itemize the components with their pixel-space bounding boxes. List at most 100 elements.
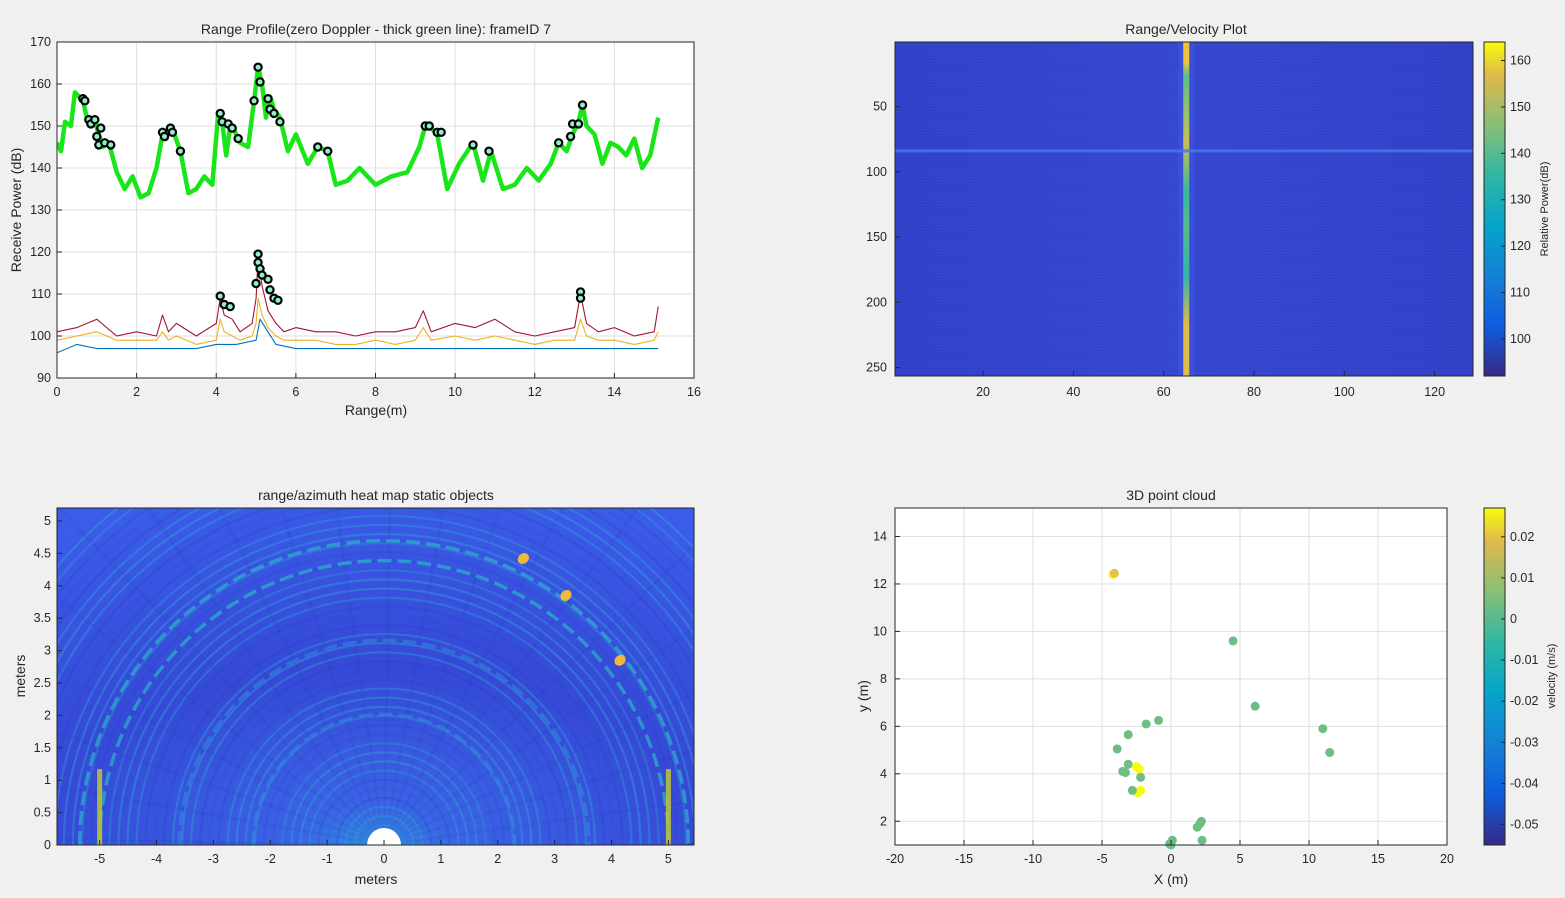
range-azimuth-xtick: 2 — [494, 852, 501, 866]
range-azimuth-hotspot — [97, 769, 103, 845]
zero-velocity-column — [1183, 42, 1190, 376]
point-cloud-colorbar-tick: 0.01 — [1510, 571, 1534, 585]
range-velocity-xtick: 80 — [1247, 385, 1261, 399]
point-cloud-ytick: 2 — [880, 814, 887, 828]
detected-point-marker — [269, 108, 279, 119]
range-azimuth-xlabel: meters — [355, 871, 398, 887]
point-cloud-colorbar-tick: -0.04 — [1510, 776, 1539, 790]
point-cloud-point — [1250, 701, 1260, 711]
point-cloud-colorbar-tick: -0.05 — [1510, 817, 1539, 831]
range-velocity-title: Range/Velocity Plot — [1125, 21, 1247, 37]
detected-point-marker — [565, 131, 576, 142]
range-velocity-xtick: 120 — [1424, 385, 1445, 399]
range-azimuth-xtick: 3 — [551, 852, 558, 866]
azimuth-spoke — [382, 543, 694, 845]
azimuth-spoke — [279, 508, 386, 845]
range-bin-arc — [199, 660, 569, 845]
point-cloud-point — [1154, 715, 1164, 725]
point-cloud-colorbar-label: velocity (m/s) — [1546, 644, 1558, 709]
azimuth-spoke — [382, 508, 640, 845]
detected-point-marker — [275, 117, 285, 127]
detected-point-marker — [265, 285, 275, 295]
detected-point-marker — [253, 62, 263, 72]
range-bin-arc — [57, 508, 694, 732]
azimuth-spoke — [382, 508, 502, 845]
range-velocity-colorbar-tick: 150 — [1510, 100, 1531, 114]
range-profile-ticks: 0 2 4 6 8 10 12 14 16 90 100 110 120 130 140 150 160 170 — [30, 35, 701, 399]
range-velocity-colorbar-ticks: 100 110 120 130 140 150 160 — [1501, 54, 1531, 346]
range-azimuth-bright-ring — [177, 638, 591, 845]
detected-point-marker — [468, 140, 478, 150]
highlight-range-row — [895, 149, 1473, 153]
range-profile-line-doppler-max — [57, 255, 659, 337]
range-azimuth-title: range/azimuth heat map static objects — [258, 487, 494, 503]
detected-point-marker — [257, 270, 267, 280]
range-bin-arc — [272, 732, 497, 845]
range-bin-arc — [153, 614, 615, 845]
range-azimuth-axes-box — [56, 507, 695, 846]
range-profile-xtick: 6 — [292, 385, 299, 399]
range-bin-arc — [135, 596, 633, 845]
point-cloud-xtick: 5 — [1237, 852, 1244, 866]
detected-point-marker — [92, 131, 102, 142]
detected-point-marker — [215, 108, 225, 119]
azimuth-spoke — [383, 692, 694, 845]
range-profile-panel: Range Profile(zero Doppler - thick green… — [8, 21, 701, 418]
range-bin-arc — [90, 551, 679, 845]
range-bin-arc — [62, 523, 694, 845]
point-cloud-ytick: 10 — [873, 624, 887, 638]
detected-point-marker — [233, 133, 243, 144]
point-cloud-xtick: 10 — [1302, 852, 1316, 866]
range-azimuth-ytick: 0 — [44, 838, 51, 852]
azimuth-spoke — [57, 785, 385, 845]
range-azimuth-ytick: 5 — [44, 514, 51, 528]
detected-point-marker — [159, 131, 170, 142]
detected-point-marker — [573, 119, 584, 129]
point-cloud-point — [1109, 568, 1119, 578]
detected-point-marker — [227, 123, 237, 133]
point-cloud-points — [1108, 568, 1335, 850]
detected-point-marker — [253, 249, 263, 259]
detected-point-marker — [175, 146, 186, 156]
point-cloud-grid — [894, 508, 1448, 845]
detected-point-marker — [106, 140, 116, 150]
range-azimuth-hotspot — [614, 654, 626, 666]
azimuth-spoke — [382, 508, 445, 845]
range-bin-arc — [80, 541, 688, 845]
point-cloud-colorbar-ticks: -0.05 -0.04 -0.03 -0.02 -0.01 0 0.01 0.02 — [1501, 530, 1539, 831]
range-bin-arc — [181, 641, 588, 845]
azimuth-spoke — [57, 669, 385, 845]
radar-blind-zone — [367, 828, 402, 845]
point-cloud-point — [1127, 785, 1137, 795]
point-cloud-ytick: 6 — [880, 719, 887, 733]
range-velocity-colorbar-tick: 140 — [1510, 146, 1531, 160]
range-velocity-image — [895, 42, 1473, 376]
point-cloud-point — [1136, 772, 1146, 782]
point-cloud-point — [1134, 764, 1144, 774]
range-bin-arc — [226, 687, 542, 845]
range-profile-ytick: 140 — [30, 161, 51, 175]
detected-point-marker — [251, 278, 261, 289]
detected-point-marker — [436, 127, 446, 137]
range-profile-ytick: 130 — [30, 203, 51, 217]
azimuth-spoke — [146, 508, 386, 845]
point-cloud-ytick: 4 — [880, 767, 887, 781]
point-cloud-colorbar-tick: -0.03 — [1510, 735, 1539, 749]
range-profile-xtick: 10 — [448, 385, 462, 399]
range-azimuth-bright-ring — [251, 712, 517, 845]
range-azimuth-xtick: 0 — [381, 852, 388, 866]
point-cloud-xtick: -15 — [955, 852, 973, 866]
point-cloud-colorbar-tick: -0.02 — [1510, 694, 1539, 708]
range-azimuth-xtick: 5 — [665, 852, 672, 866]
range-velocity-ytick: 150 — [866, 230, 887, 244]
point-cloud-point — [1197, 835, 1207, 845]
point-cloud-point — [1325, 747, 1335, 757]
range-velocity-ticks: 20 40 60 80 100 120 50 100 150 200 250 — [866, 100, 1445, 399]
range-bin-arc — [217, 678, 551, 845]
point-cloud-colorbar-tick: 0 — [1510, 612, 1517, 626]
point-cloud-point — [1123, 759, 1133, 769]
range-bin-arc — [344, 805, 424, 845]
range-bin-arc — [244, 705, 524, 845]
range-azimuth-xtick: -2 — [265, 852, 276, 866]
range-velocity-colorbar-tick: 110 — [1510, 286, 1530, 300]
